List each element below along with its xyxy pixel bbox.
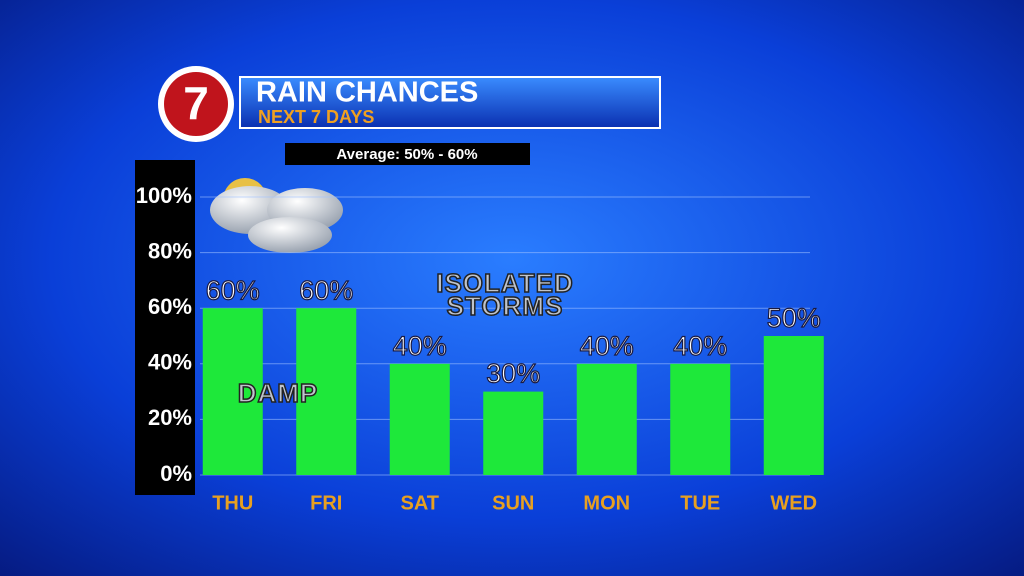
x-tick-label: MON <box>583 492 630 514</box>
bar <box>202 308 263 475</box>
value-label: 40% <box>580 331 634 361</box>
value-label: 30% <box>486 359 540 389</box>
value-label: 50% <box>767 303 821 333</box>
bar <box>389 363 450 475</box>
storms-note: STORMS <box>447 291 564 321</box>
y-tick-label: 0% <box>160 461 192 486</box>
value-label: 40% <box>393 331 447 361</box>
cloud-icon <box>210 178 343 253</box>
logo: 7 <box>183 77 209 129</box>
y-tick-label: 80% <box>148 238 192 263</box>
y-tick-label: 100% <box>136 183 192 208</box>
chart-title: RAIN CHANCES <box>256 77 478 109</box>
storms-note: ISOLATED <box>436 268 574 298</box>
logo-disc <box>164 72 228 136</box>
y-tick-label: 40% <box>148 350 192 375</box>
bar <box>483 391 544 475</box>
bar <box>296 308 357 475</box>
damp-note: DAMP <box>238 378 319 408</box>
bar <box>576 363 637 475</box>
average-box <box>285 143 530 165</box>
bar <box>763 336 824 475</box>
value-label: 60% <box>299 275 353 305</box>
value-label: 60% <box>206 275 260 305</box>
chart-subtitle: NEXT 7 DAYS <box>258 107 374 127</box>
x-tick-label: SAT <box>400 492 439 514</box>
x-tick-label: THU <box>212 492 253 514</box>
x-tick-label: FRI <box>310 492 342 514</box>
x-tick-label: WED <box>770 492 817 514</box>
y-tick-label: 60% <box>148 294 192 319</box>
axis-band <box>135 160 195 495</box>
title-box <box>239 76 661 129</box>
bar <box>670 363 731 475</box>
x-tick-label: SUN <box>492 492 534 514</box>
x-tick-label: TUE <box>680 492 720 514</box>
y-tick-label: 20% <box>148 405 192 430</box>
value-label: 40% <box>673 331 727 361</box>
average-note: Average: 50% - 60% <box>336 146 477 163</box>
